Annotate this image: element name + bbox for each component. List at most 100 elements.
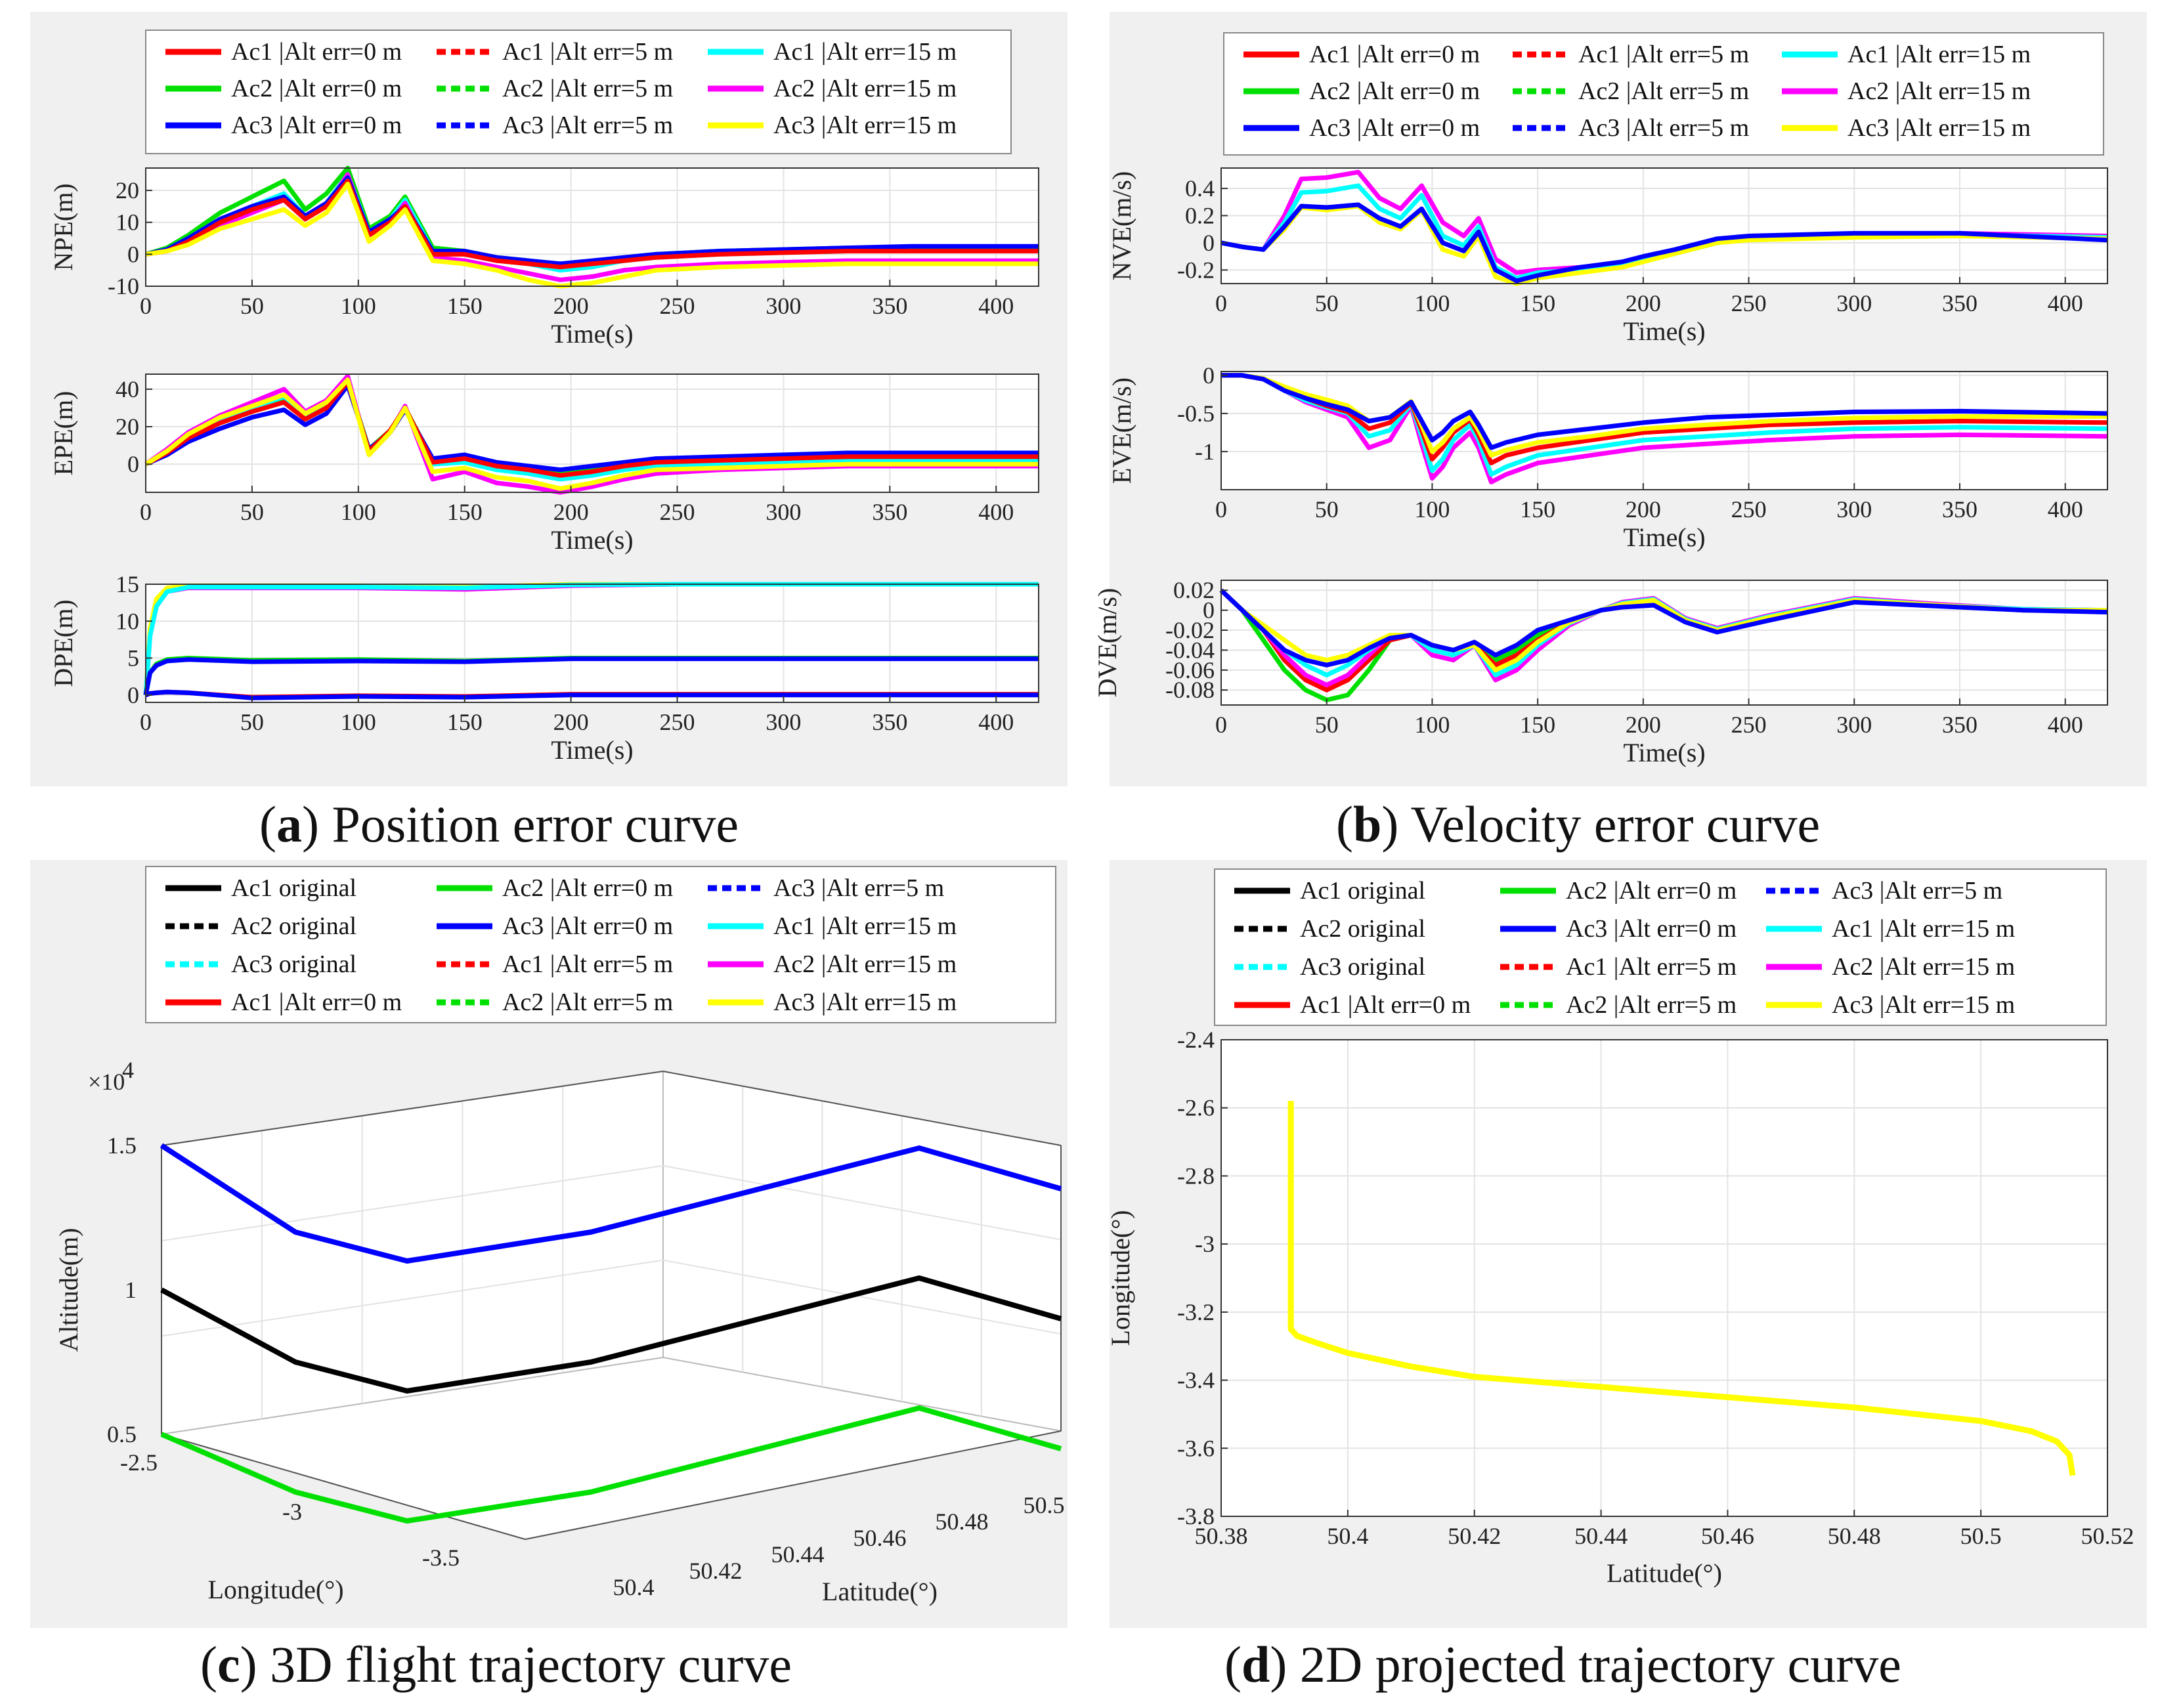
- caption-c: (c) 3D flight trajectory curve: [200, 1636, 792, 1693]
- x-tick-label: 50.5: [1960, 1523, 2002, 1549]
- y-tick-label: 0: [1203, 230, 1215, 256]
- legend-label: Ac3 |Alt err=5 m: [1578, 114, 1749, 142]
- y-tick-label: -10: [108, 273, 139, 299]
- y-tick-label: 0: [127, 241, 139, 267]
- legend-label: Ac3 |Alt err=15 m: [773, 989, 957, 1016]
- legend-label: Ac2 |Alt err=15 m: [773, 950, 957, 978]
- legend-label: Ac2 |Alt err=5 m: [1578, 77, 1749, 105]
- series-line-3: [144, 383, 1039, 473]
- x-tick-label: 0: [1215, 496, 1227, 523]
- x-tick-label: 250: [1731, 712, 1767, 738]
- x-tick-label: 50: [240, 709, 264, 735]
- y-tick-label: 15: [116, 571, 139, 597]
- y-tick-label: -3: [1195, 1231, 1215, 1257]
- x-tick-label: 400: [2048, 712, 2083, 738]
- legend-label: Ac2 original: [231, 912, 356, 940]
- axes-frame: [145, 167, 1039, 287]
- y-tick-label: 10: [116, 608, 139, 634]
- caption-a: (a) Position error curve: [259, 796, 739, 853]
- x-tick-label: 350: [872, 499, 907, 525]
- y-tick-label: -1: [1195, 438, 1215, 465]
- x-tick-label: 350: [1942, 290, 1977, 316]
- x-tick-label: 100: [341, 293, 376, 319]
- x-tick-label: 0: [1215, 712, 1227, 738]
- legend-label: Ac1 |Alt err=0 m: [1309, 41, 1480, 68]
- series-line-5: [145, 181, 1039, 289]
- legend-label: Ac2 |Alt err=15 m: [1832, 953, 2015, 981]
- y-axis-label: NPE(m): [49, 183, 78, 270]
- x-tick-label: 300: [766, 499, 801, 525]
- y-axis-label: Longitude(°): [1106, 1210, 1135, 1346]
- legend-label: Ac3 |Alt err=15 m: [1847, 114, 2031, 142]
- chart-2d-trajectory: 50.38 50.4 50.42 50.44 50.46 50.48 50.5 50.52 -3…: [1106, 1027, 2134, 1588]
- x-tick-label: 100: [1414, 712, 1450, 738]
- x-tick-label: 200: [1626, 712, 1661, 738]
- x-tick-label: 150: [447, 709, 483, 735]
- legend-2d-trajectory: Ac1 original Ac2 |Alt err=0 m Ac3 |Alt err…: [1214, 868, 2107, 1026]
- y-tick-label: -0.5: [1177, 400, 1215, 427]
- edge: [161, 1434, 526, 1540]
- longitude-axis-label: Longitude(°): [207, 1575, 343, 1604]
- x-tick-label: 100: [341, 499, 376, 525]
- axes-frame: [1220, 371, 2108, 490]
- grid-line: [161, 1259, 664, 1337]
- x-tick-label: 100: [1414, 496, 1450, 523]
- latitude-tick-label: 50.46: [853, 1525, 907, 1551]
- longitude-tick-label: -2.5: [120, 1449, 158, 1476]
- trajectory-Ac3: [160, 1143, 1062, 1264]
- chart-eve: 0 50 100 150 200 250 300 350 400 -1 -0.5 0 Time(s) EV…: [1107, 362, 2108, 552]
- series-line-5: [144, 377, 1039, 491]
- legend-label: Ac2 |Alt err=15 m: [1847, 77, 2031, 105]
- caption-d-letter: d: [1242, 1636, 1270, 1693]
- z-tick-label: 0.5: [107, 1421, 137, 1447]
- series-line-4: [1221, 373, 2108, 450]
- x-tick-label: 400: [978, 293, 1014, 319]
- plot-area: [1221, 1040, 2107, 1516]
- y-tick-label: 10: [116, 209, 139, 236]
- y-axis-label: EVE(m/s): [1107, 377, 1136, 484]
- legend-label: Ac2 |Alt err=0 m: [231, 75, 402, 102]
- chart-epe: 0 50 100 150 200 250 300 350 400 0 20 40 Time(s) EPE(…: [49, 374, 1039, 555]
- x-tick-label: 50: [240, 499, 264, 525]
- chart-npe: 0 50 100 150 200 250 300 350 400-1001020Time(s)N…: [49, 165, 1039, 349]
- x-tick-label: 250: [660, 709, 695, 735]
- latitude-axis-label: Latitude(°): [822, 1577, 938, 1606]
- edge: [161, 1071, 664, 1146]
- legend-label: Ac1 |Alt err=15 m: [1832, 915, 2015, 943]
- y-tick-label: -0.06: [1165, 657, 1215, 683]
- y-tick-label: -3.8: [1177, 1503, 1215, 1529]
- legend-label: Ac2 |Alt err=15 m: [773, 75, 957, 102]
- series-line-4: [1219, 588, 2107, 673]
- longitude-tick-label: -3.5: [422, 1545, 460, 1571]
- axes-frame: [145, 374, 1039, 493]
- y-tick-label: 0.4: [1185, 175, 1215, 202]
- legend-label: Ac3 |Alt err=0 m: [1566, 915, 1737, 943]
- y-tick-label: -0.2: [1177, 257, 1215, 283]
- x-tick-label: 50.4: [1327, 1523, 1368, 1549]
- x-tick-label: 0: [140, 499, 152, 525]
- latitude-tick-label: 50.48: [936, 1508, 989, 1535]
- y-tick-label: 0: [1203, 362, 1215, 389]
- legend-label: Ac3 |Alt err=0 m: [1309, 114, 1480, 142]
- x-tick-label: 350: [872, 293, 907, 319]
- trajectory-Ac1: [160, 1275, 1062, 1394]
- axes-frame: [1220, 167, 2108, 284]
- legend-box: [145, 866, 1056, 1023]
- x-tick-label: 150: [1520, 290, 1555, 316]
- legend-label: Ac3 |Alt err=5 m: [1832, 877, 2002, 905]
- axes-frame: [1220, 1039, 2108, 1517]
- x-axis-label: Latitude(°): [1607, 1558, 1722, 1588]
- x-tick-label: 50: [1315, 496, 1339, 523]
- x-tick-label: 50.38: [1195, 1523, 1248, 1549]
- latitude-tick-label: 50.44: [771, 1541, 825, 1568]
- y-tick-label: 5: [127, 645, 139, 672]
- x-tick-label: 50: [1315, 712, 1339, 738]
- x-tick-label: 50: [240, 293, 264, 319]
- x-tick-label: 350: [1942, 496, 1977, 523]
- caption-b-text: ) Velocity error curve: [1381, 796, 1820, 853]
- plot-area: [146, 584, 1039, 702]
- series-line-3: [1221, 373, 2107, 458]
- y-axis-label: NVE(m/s): [1107, 171, 1136, 281]
- x-tick-label: 300: [766, 293, 801, 319]
- x-tick-label: 250: [660, 499, 695, 525]
